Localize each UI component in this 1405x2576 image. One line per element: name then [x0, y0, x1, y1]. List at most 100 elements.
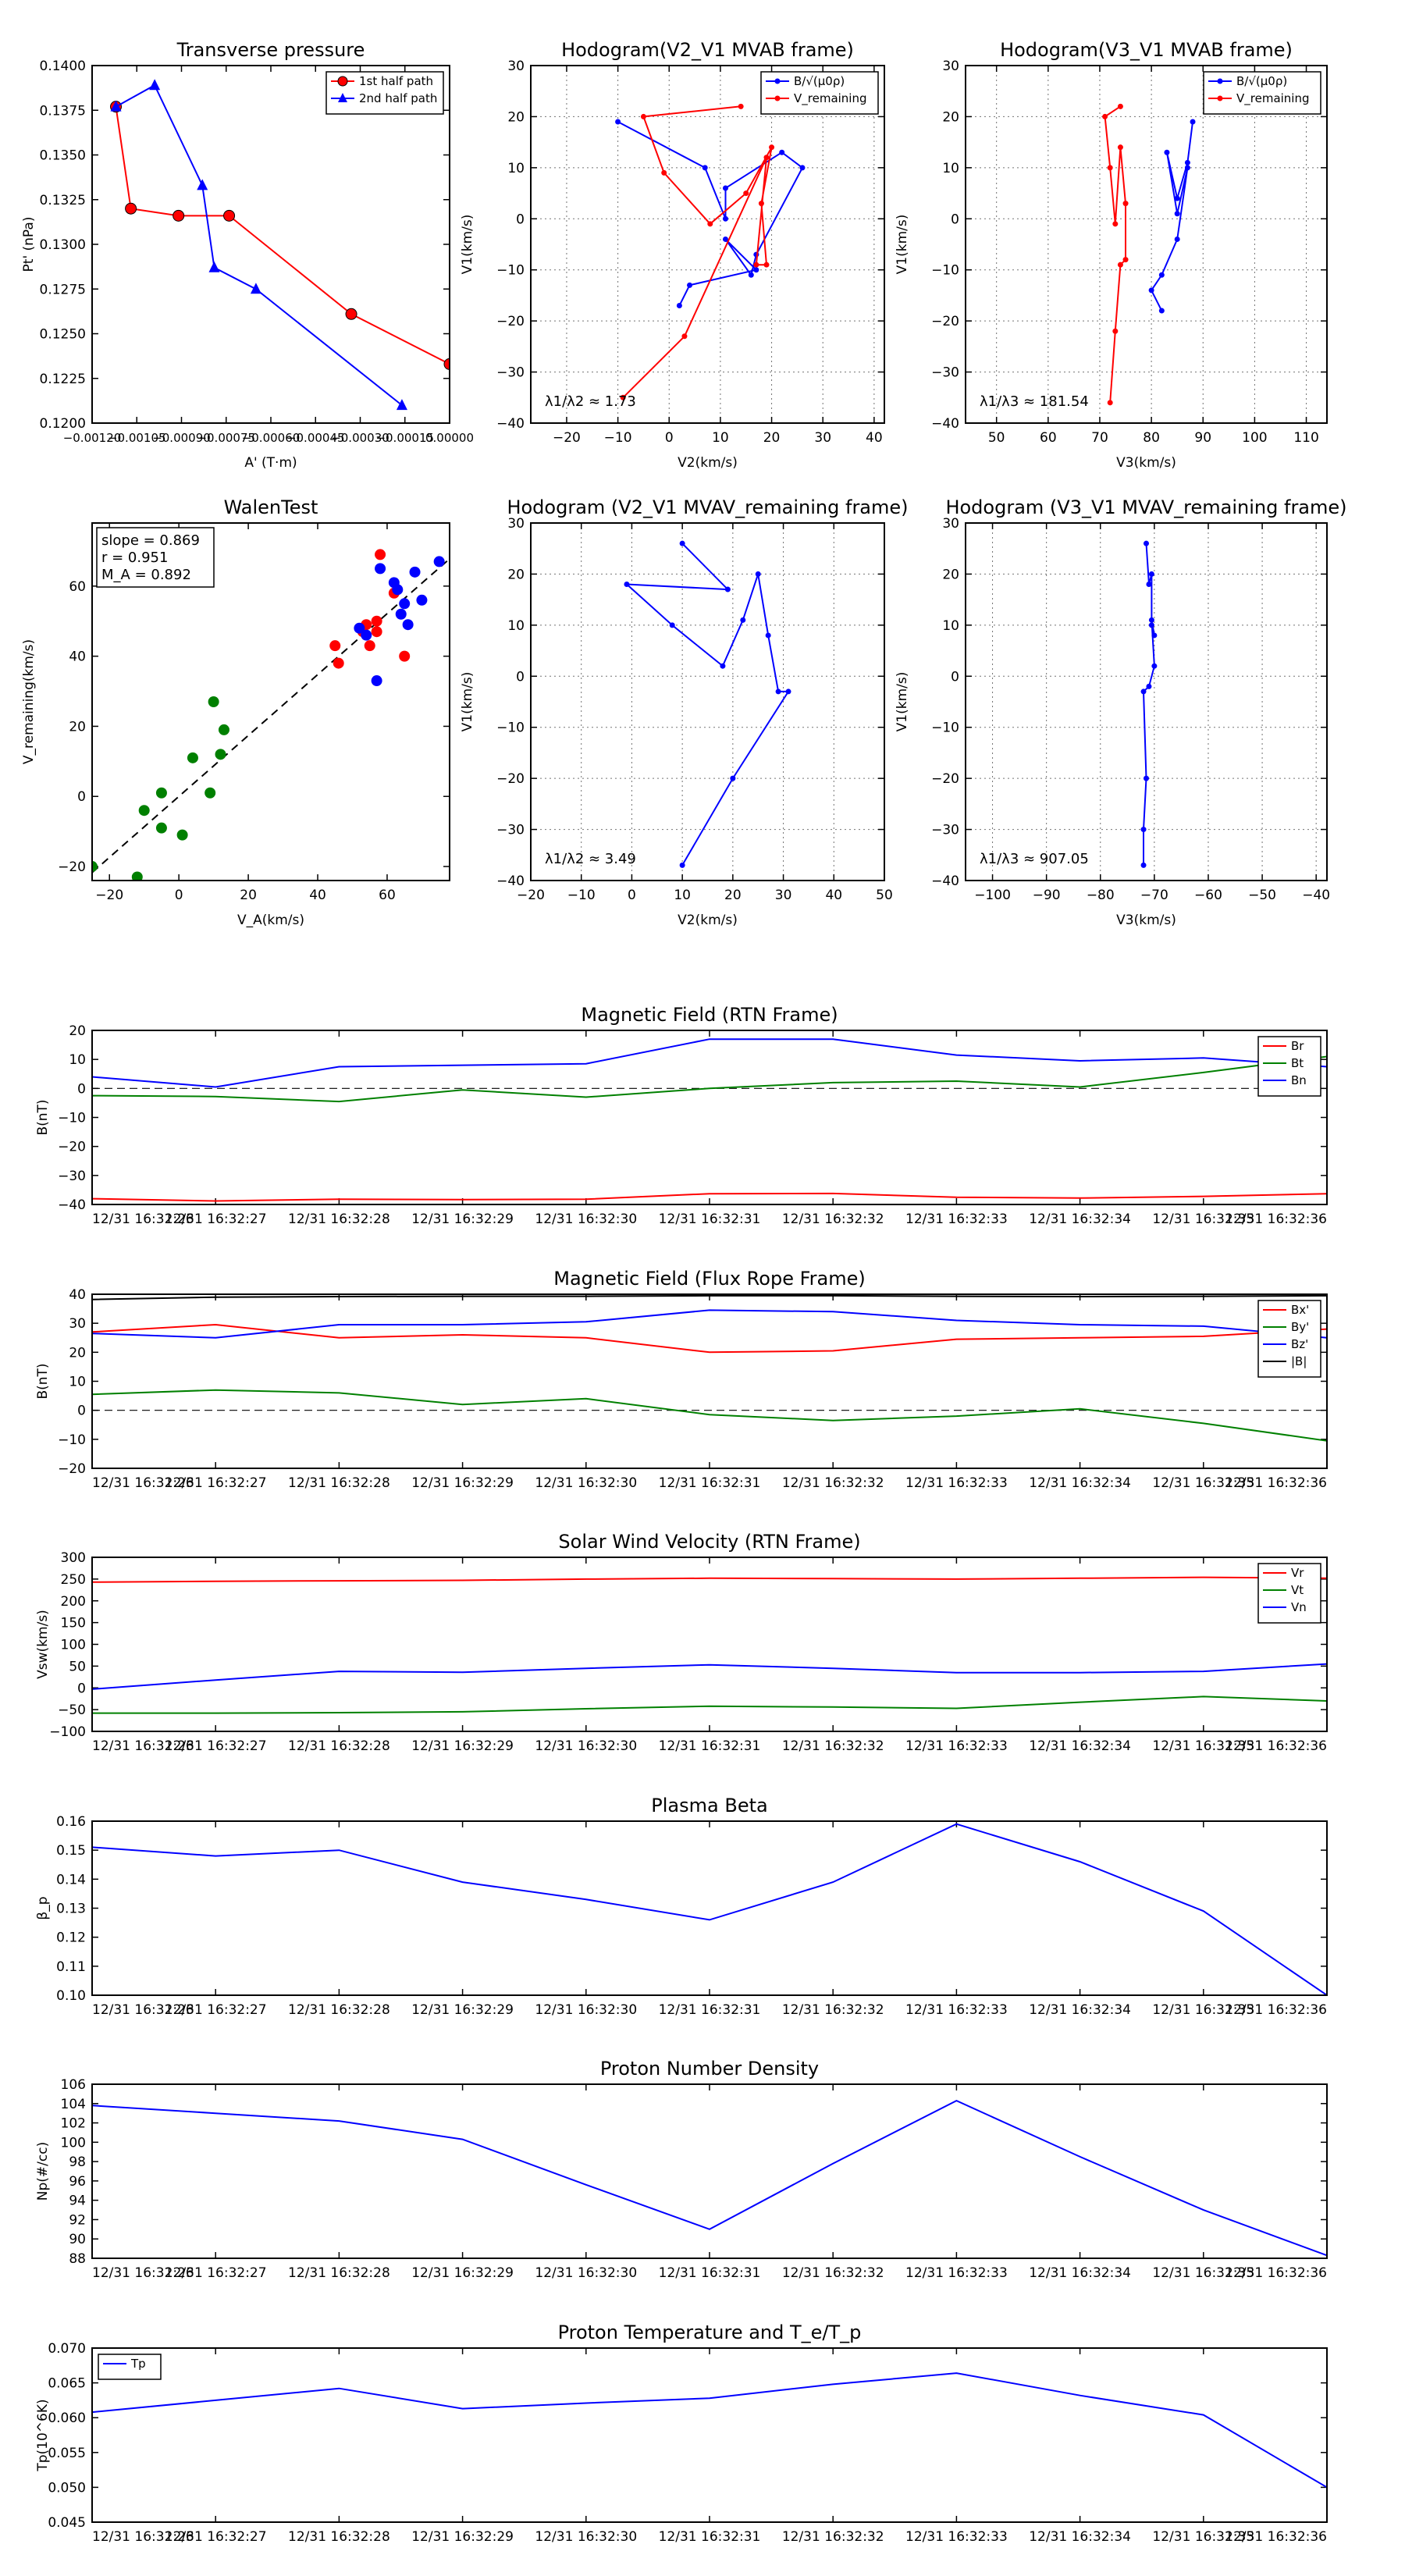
- y-axis-label: β_p: [35, 1896, 51, 1920]
- x-tick-label: 12/31 16:32:36: [1225, 2529, 1327, 2545]
- x-tick-label: 12/31 16:32:27: [165, 2265, 267, 2281]
- data-point: [785, 688, 791, 695]
- plot-area: [92, 2099, 1327, 2257]
- x-tick-label: −90: [1033, 888, 1061, 903]
- data-point: [1140, 688, 1147, 695]
- y-tick-label: −40: [931, 416, 959, 432]
- y-tick-label: −40: [496, 416, 525, 432]
- x-tick-label: 12/31 16:32:30: [535, 2002, 637, 2018]
- series-line-Vt: [92, 1695, 1327, 1714]
- x-tick-label: 12/31 16:32:26: [92, 1738, 194, 1754]
- x-tick-label: 20: [724, 888, 742, 903]
- x-tick-label: 12/31 16:32:30: [535, 2265, 637, 2281]
- plot-area: [92, 1038, 1327, 1202]
- y-axis-label: Tp(10^6K): [35, 2399, 51, 2471]
- x-tick-label: 12/31 16:32:35: [1152, 1475, 1254, 1491]
- data-point: [392, 584, 404, 596]
- y-tick-label: 200: [61, 1594, 86, 1610]
- data-point: [679, 862, 685, 868]
- y-tick-label: 0.11: [56, 1959, 86, 1975]
- y-axis-label: Np(#/cc): [35, 2142, 51, 2201]
- series-line-|B|: [92, 1294, 1327, 1300]
- legend-box: [1257, 1300, 1321, 1378]
- x-tick-label: −20: [95, 888, 123, 903]
- x-tick-label: 12/31 16:32:32: [782, 1738, 884, 1754]
- data-point: [333, 657, 344, 669]
- x-tick-label: 60: [1040, 430, 1057, 446]
- data-point: [361, 629, 372, 641]
- y-tick-label: −40: [931, 873, 959, 889]
- y-axis-label: Pt' (nPa): [21, 217, 37, 272]
- data-point: [1158, 272, 1165, 278]
- legend: B/√(μ0ρ) V_remaining: [760, 71, 879, 115]
- y-tick-label: 10: [69, 1052, 86, 1068]
- y-tick-label: 92: [69, 2212, 86, 2228]
- x-tick-label: 12/31 16:32:27: [165, 2529, 267, 2545]
- y-tick-label: 0: [516, 212, 525, 227]
- x-tick-label: 12/31 16:32:26: [92, 2265, 194, 2281]
- chart-title: Hodogram(V3_V1 MVAB frame): [1000, 39, 1293, 61]
- y-tick-label: 20: [942, 109, 959, 125]
- data-point: [1164, 149, 1170, 155]
- x-tick-label: −0.00045: [286, 431, 345, 445]
- x-tick-label: 12/31 16:32:29: [411, 1212, 514, 1227]
- y-tick-label: 106: [61, 2077, 86, 2093]
- y-tick-label: 102: [61, 2116, 86, 2132]
- y-tick-label: −10: [58, 1111, 86, 1126]
- data-point: [371, 675, 382, 687]
- legend: Tp: [98, 2354, 162, 2380]
- legend-label: Br: [1291, 1039, 1304, 1053]
- plot-area: [92, 1576, 1327, 1714]
- x-tick-label: 110: [1293, 430, 1318, 446]
- x-tick-label: 12/31 16:32:26: [92, 2529, 194, 2545]
- y-tick-label: −10: [496, 263, 525, 279]
- y-tick-label: −10: [58, 1432, 86, 1448]
- x-tick-label: 12/31 16:32:35: [1152, 2529, 1254, 2545]
- x-tick-label: 12/31 16:32:29: [411, 2529, 514, 2545]
- stats-box: [96, 527, 215, 588]
- x-tick-label: 12/31 16:32:35: [1152, 2002, 1254, 2018]
- x-tick-label: −100: [974, 888, 1011, 903]
- y-tick-label: 0.1225: [40, 372, 86, 387]
- x-tick-label: 12/31 16:32:32: [782, 2265, 884, 2281]
- legend: B/√(μ0ρ) V_remaining: [1203, 71, 1321, 115]
- x-tick-label: 12/31 16:32:33: [905, 1212, 1008, 1227]
- series-line-Bx': [92, 1323, 1327, 1354]
- data-point: [1117, 262, 1123, 268]
- data-point: [223, 209, 236, 222]
- y-tick-label: 0.065: [48, 2376, 86, 2392]
- x-tick-label: 0: [175, 888, 183, 903]
- data-point: [1140, 862, 1147, 868]
- y-tick-label: 0.050: [48, 2480, 86, 2496]
- x-tick-label: 12/31 16:32:36: [1225, 1475, 1327, 1491]
- axes-frame: [91, 1557, 1328, 1732]
- x-tick-label: 12/31 16:32:29: [411, 1738, 514, 1754]
- y-axis-label: V_remaining(km/s): [21, 639, 37, 764]
- legend-marker: [337, 76, 348, 87]
- chart-title: Proton Number Density: [600, 2058, 819, 2080]
- y-tick-label: 40: [69, 649, 86, 665]
- chart-title: WalenTest: [224, 496, 318, 518]
- data-point: [375, 563, 386, 575]
- data-point: [753, 262, 759, 268]
- x-tick-label: 50: [988, 430, 1005, 446]
- annotation: λ1/λ3 ≈ 181.54: [980, 393, 1089, 410]
- x-tick-label: 12/31 16:32:36: [1225, 1212, 1327, 1227]
- x-tick-label: 12/31 16:32:31: [659, 1212, 761, 1227]
- data-point: [765, 632, 771, 639]
- data-point: [763, 262, 770, 268]
- x-tick-label: 40: [825, 888, 842, 903]
- legend-label: Vr: [1291, 1566, 1304, 1580]
- x-tick-label: 12/31 16:32:29: [411, 1475, 514, 1491]
- data-point: [371, 615, 382, 627]
- legend-label: Vn: [1291, 1600, 1307, 1614]
- y-tick-label: 40: [69, 1287, 86, 1303]
- series-line-B/√(μ0ρ): [1150, 121, 1193, 311]
- data-point: [1107, 165, 1113, 171]
- x-tick-label: −0.00120: [63, 431, 122, 445]
- data-point: [763, 155, 770, 161]
- data-point: [743, 190, 749, 197]
- x-tick-label: 12/31 16:32:28: [288, 2265, 390, 2281]
